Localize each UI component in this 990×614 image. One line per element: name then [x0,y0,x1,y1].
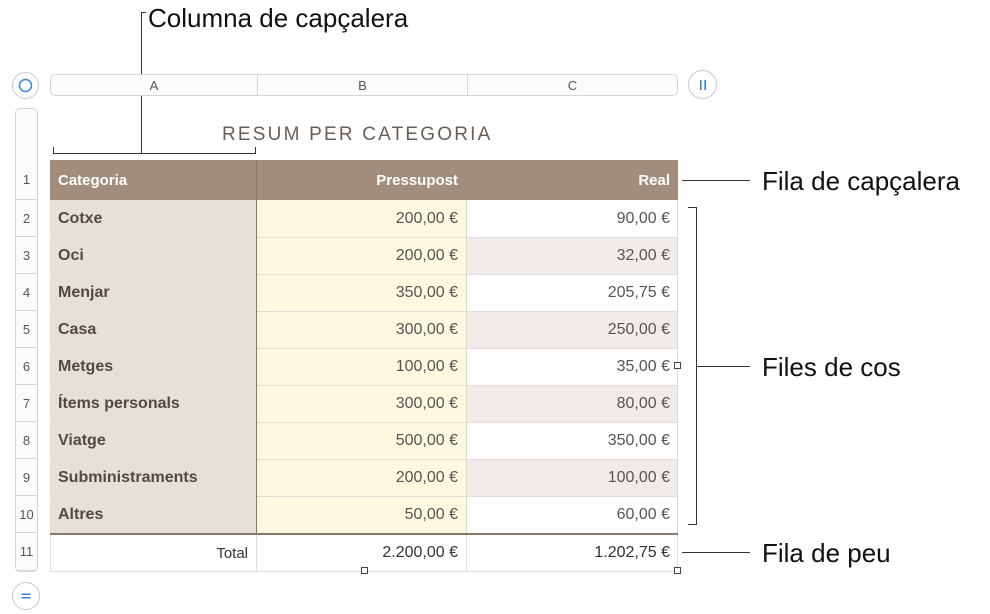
row-divider [50,385,678,386]
real-cell[interactable]: 350,00 € [466,422,678,459]
budget-cell[interactable]: 300,00 € [256,385,466,422]
row-divider [50,496,678,497]
category-cell[interactable]: Subministraments [50,459,256,496]
row-header-separator [16,495,37,496]
row-header-separator [16,347,37,348]
real-cell[interactable]: 80,00 € [466,385,678,422]
resize-handle-right[interactable] [674,362,681,369]
budget-cell[interactable]: 200,00 € [256,200,466,237]
category-cell[interactable]: Altres [50,496,256,533]
row-header-10[interactable]: 10 [19,507,34,522]
row-divider [50,237,678,238]
row-header-7[interactable]: 7 [22,396,31,411]
header-cell-budget[interactable]: Pressupost [256,160,466,200]
row-header-2[interactable]: 2 [22,211,31,226]
category-cell[interactable]: Viatge [50,422,256,459]
footer-cell-budget-total[interactable]: 2.200,00 € [256,534,466,572]
row-divider [50,459,678,460]
bracket-body-rows [696,207,697,525]
callout-line-header-row [682,180,750,181]
callout-line-header-column-tick [141,12,146,13]
real-cell[interactable]: 90,00 € [466,200,678,237]
footer-column-divider [256,534,257,572]
row-divider [50,422,678,423]
header-cell-category[interactable]: Categoria [50,160,256,200]
circle-icon [18,78,33,93]
budget-cell[interactable]: 500,00 € [256,422,466,459]
pause-bars-icon [699,79,706,90]
row-header-separator [16,199,37,200]
row-header-4[interactable]: 4 [22,285,31,300]
callout-body-rows: Files de cos [762,352,901,382]
footer-top-border [50,533,678,535]
row-header-separator [16,236,37,237]
real-cell[interactable]: 32,00 € [466,237,678,274]
callout-line-footer-row [682,552,750,553]
budget-cell[interactable]: 200,00 € [256,459,466,496]
real-cell[interactable]: 60,00 € [466,496,678,533]
category-cell[interactable]: Oci [50,237,256,274]
category-cell[interactable]: Ítems personals [50,385,256,422]
budget-cell[interactable]: 300,00 € [256,311,466,348]
bracket-header-column-left [53,147,54,154]
callout-footer-row: Fila de peu [762,538,891,568]
callout-line-body-rows [697,366,750,367]
select-table-button[interactable] [12,72,39,99]
row-header-separator [16,532,37,533]
budget-cell[interactable]: 350,00 € [256,274,466,311]
budget-cell[interactable]: 50,00 € [256,496,466,533]
real-cell[interactable]: 100,00 € [466,459,678,496]
row-header-separator [16,570,37,571]
bracket-header-column-right [255,147,256,154]
header-column-divider [256,160,257,534]
table-title[interactable]: RESUM PER CATEGORIA [222,124,493,145]
equals-icon [21,593,31,599]
row-header-separator [16,384,37,385]
row-header-separator [16,458,37,459]
footer-cell-real-total[interactable]: 1.202,75 € [466,534,678,572]
row-header-5[interactable]: 5 [22,322,31,337]
callout-header-row: Fila de capçalera [762,166,960,196]
header-cell-real[interactable]: Real [466,160,678,200]
callout-header-column: Columna de capçalera [148,3,409,33]
row-header-3[interactable]: 3 [22,248,31,263]
add-row-button[interactable] [12,582,40,610]
budget-cell[interactable]: 200,00 € [256,237,466,274]
budget-cell[interactable]: 100,00 € [256,348,466,385]
row-header-separator [16,310,37,311]
row-header-8[interactable]: 8 [22,433,31,448]
row-header-separator [16,421,37,422]
resize-handle-corner[interactable] [674,567,681,574]
column-header-c[interactable]: C [467,75,677,95]
row-divider [50,348,678,349]
row-header-bar [15,108,38,572]
category-cell[interactable]: Cotxe [50,200,256,237]
category-cell[interactable]: Menjar [50,274,256,311]
resize-handle-bottom[interactable] [361,567,368,574]
column-header-bar: A B C [50,74,678,96]
category-cell[interactable]: Metges [50,348,256,385]
row-header-6[interactable]: 6 [22,359,31,374]
row-divider [50,274,678,275]
row-header-11[interactable]: 11 [19,544,34,559]
bracket-body-rows-bottom [688,524,697,525]
row-divider [50,311,678,312]
row-header-1[interactable]: 1 [22,172,31,187]
bracket-header-column [53,153,256,154]
footer-right-edge [677,534,678,572]
column-header-b[interactable]: B [257,75,467,95]
column-header-a[interactable]: A [149,77,159,93]
row-header-9[interactable]: 9 [22,470,31,485]
category-cell[interactable]: Casa [50,311,256,348]
real-cell[interactable]: 250,00 € [466,311,678,348]
real-cell[interactable]: 35,00 € [466,348,678,385]
column-divider [466,200,467,534]
bracket-body-rows-top [688,207,697,208]
footer-left-edge [50,534,51,572]
footer-cell-label[interactable]: Total [50,534,256,572]
add-column-button[interactable] [688,70,717,99]
row-header-separator [16,273,37,274]
real-cell[interactable]: 205,75 € [466,274,678,311]
footer-column-divider [466,534,467,572]
